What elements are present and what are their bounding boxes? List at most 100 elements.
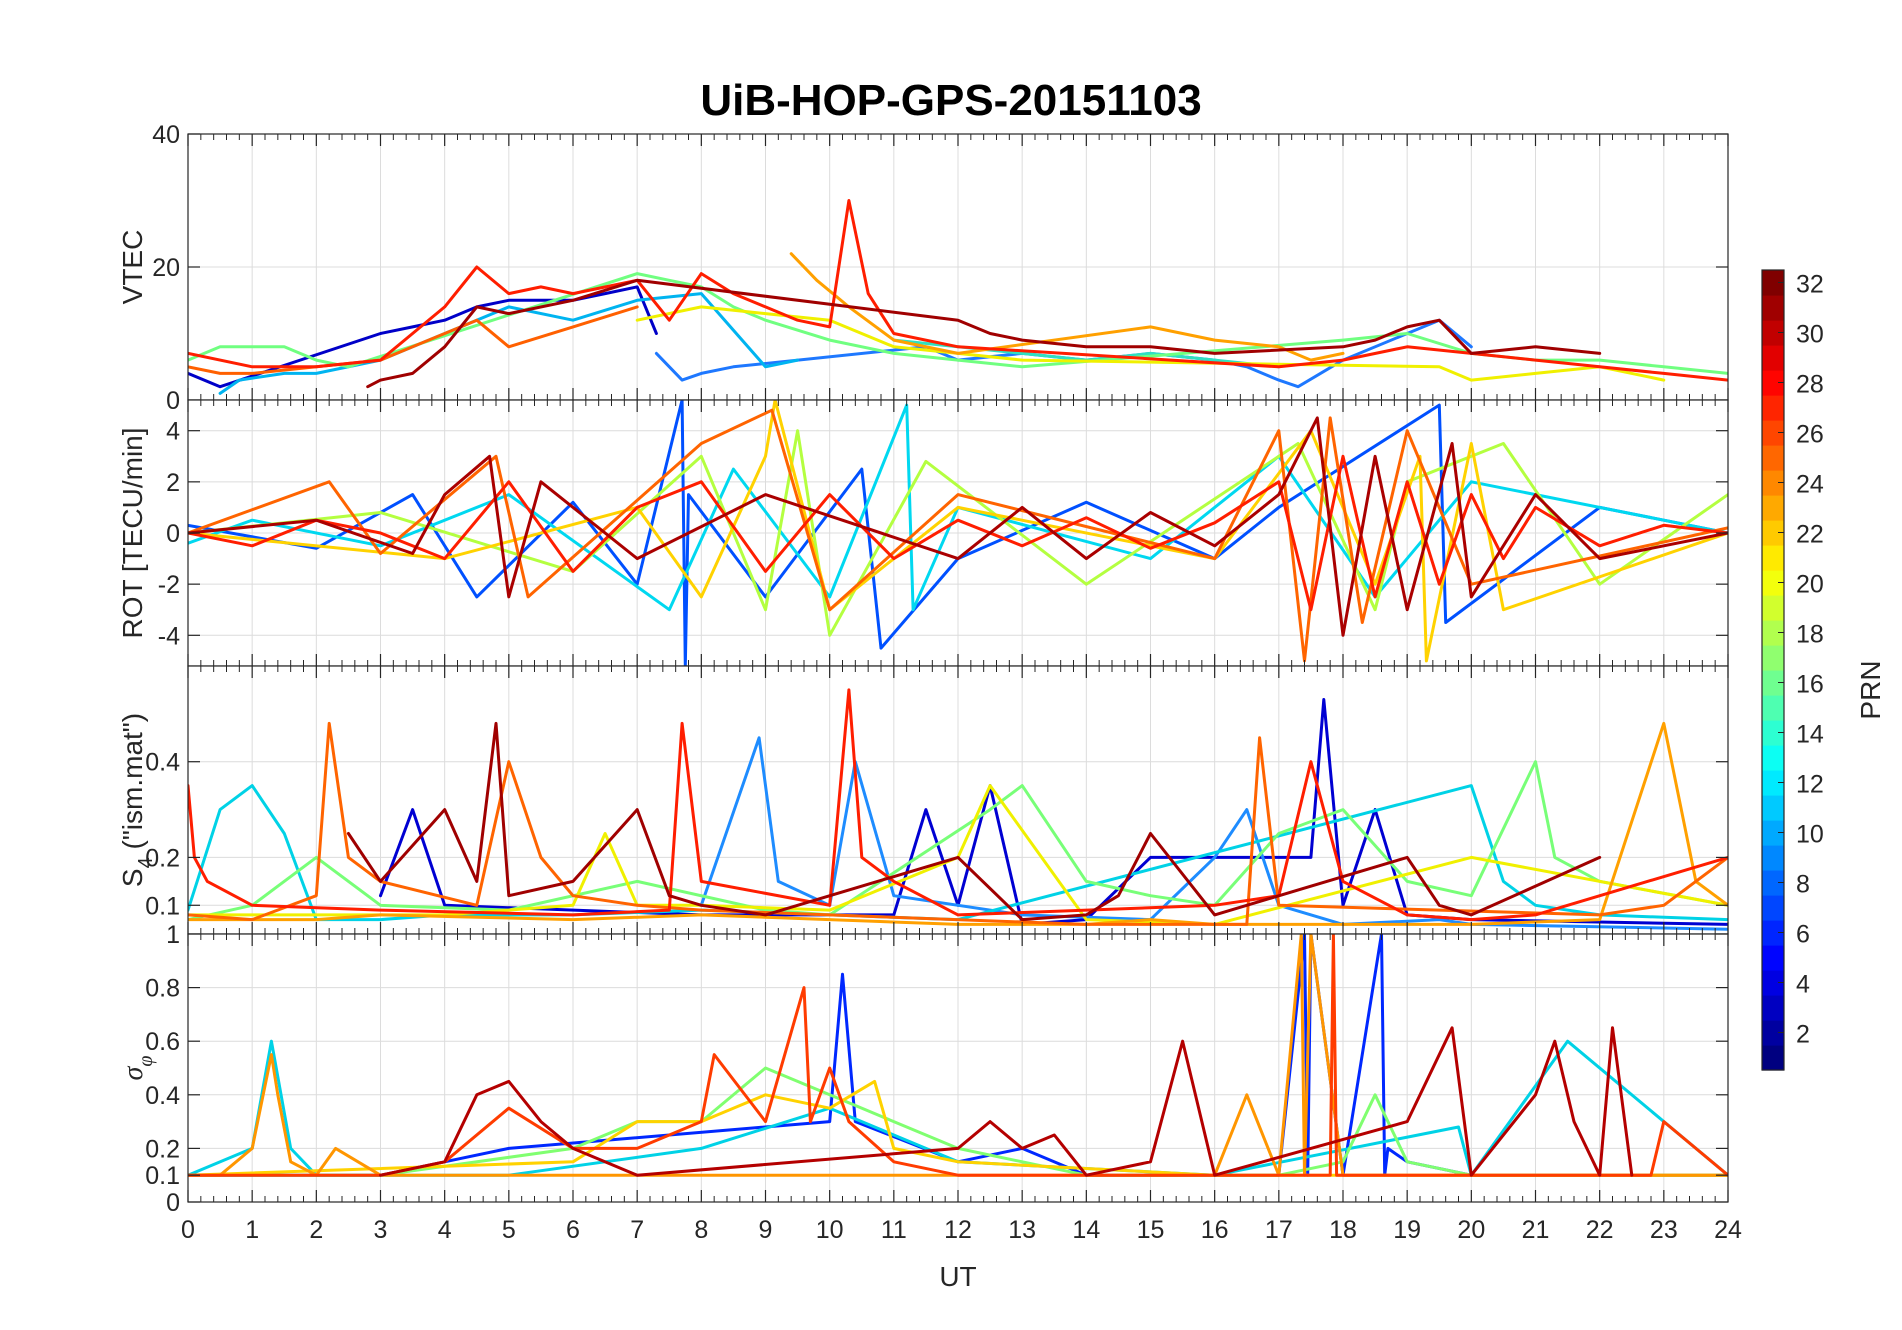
colorbar-segment [1762, 920, 1784, 946]
colorbar-segment [1762, 595, 1784, 621]
x-tick-label: 21 [1522, 1216, 1550, 1244]
series-line-prn-28 [188, 199, 1728, 382]
x-tick-label: 8 [694, 1216, 708, 1244]
colorbar-segment [1762, 620, 1784, 646]
y-axis-label-rest: ("ism.mat") [117, 713, 148, 857]
x-tick-label: 3 [374, 1216, 388, 1244]
colorbar-tick-label: 20 [1796, 571, 1824, 599]
colorbar-segment [1762, 845, 1784, 871]
x-tick-label: 15 [1137, 1216, 1165, 1244]
colorbar-tick-label: 8 [1796, 871, 1810, 899]
x-tick-label: 7 [630, 1216, 644, 1244]
panel-3: 0.10.20.4S4 ("ism.mat") [117, 665, 1729, 935]
y-tick-label: 0.8 [145, 975, 180, 1003]
x-tick-label: 22 [1586, 1216, 1614, 1244]
colorbar-segment [1762, 320, 1784, 346]
y-tick-label: -4 [158, 622, 180, 650]
y-axis-label-main: S [117, 868, 148, 887]
y-axis-label-main: σ [118, 1065, 149, 1080]
colorbar-segment [1762, 420, 1784, 446]
series-line-prn-28 [188, 454, 1728, 612]
colorbar-tick-label: 32 [1796, 271, 1824, 299]
y-axis-label-sub: 4 [135, 857, 157, 868]
colorbar-segment [1762, 870, 1784, 896]
y-tick-label: 0.2 [145, 1135, 180, 1163]
colorbar-tick-label: 28 [1796, 371, 1824, 399]
colorbar-tick-label: 14 [1796, 721, 1824, 749]
colorbar-segment [1762, 770, 1784, 796]
colorbar-segment [1762, 820, 1784, 846]
colorbar-segment [1762, 520, 1784, 546]
series-line-prn-25 [188, 305, 639, 375]
series-group [188, 934, 1728, 1177]
series-line-prn-25 [188, 408, 1728, 663]
x-tick-label: 12 [944, 1216, 972, 1244]
colorbar-segment [1762, 645, 1784, 671]
series-line-prn-28 [188, 688, 1728, 922]
series-line-prn-25 [188, 721, 1728, 926]
colorbar-segment [1762, 670, 1784, 696]
y-tick-label: 4 [166, 418, 180, 446]
y-axis-label: VTEC [117, 230, 148, 305]
colorbar-segment [1762, 270, 1784, 296]
series-line-prn-31 [366, 278, 1602, 389]
series-line-prn-24 [188, 934, 1728, 1177]
colorbar-segment [1762, 945, 1784, 971]
panel-1: 0 20 40 VTEC [117, 121, 1729, 415]
colorbar-tick-label: 16 [1796, 671, 1824, 699]
x-tick-label: 10 [816, 1216, 844, 1244]
chart-title: UiB-HOP-GPS-20151103 [700, 76, 1201, 125]
colorbar-tick-label: 22 [1796, 521, 1824, 549]
colorbar-segment [1762, 445, 1784, 471]
series-line-prn-16 [188, 760, 1728, 922]
y-tick-label: 0 [166, 1189, 180, 1217]
y-axis-label: ROT [TECU/min] [117, 427, 148, 638]
x-tick-label: 18 [1329, 1216, 1357, 1244]
x-tick-label: 1 [245, 1216, 259, 1244]
y-tick-label: 1 [166, 921, 180, 949]
y-tick-label: 20 [152, 254, 180, 282]
x-tick-label: 24 [1714, 1216, 1742, 1244]
x-tick-label: 19 [1393, 1216, 1421, 1244]
colorbar-segment [1762, 720, 1784, 746]
y-tick-label: 0 [166, 387, 180, 415]
x-tick-label: 11 [881, 1216, 907, 1244]
x-tick-label: 17 [1265, 1216, 1293, 1244]
y-tick-label: 0.6 [145, 1028, 180, 1056]
colorbar-segment [1762, 370, 1784, 396]
x-tick-label: 14 [1072, 1216, 1100, 1244]
series-line-prn-20 [635, 305, 1666, 382]
series-line-prn-2 [188, 285, 658, 389]
x-tick-label: 6 [566, 1216, 580, 1244]
colorbar-segment [1762, 395, 1784, 421]
x-tick-label: 20 [1457, 1216, 1485, 1244]
x-tick-label: 9 [759, 1216, 773, 1244]
x-axis-label: UT [939, 1261, 976, 1292]
series-line-prn-31 [188, 416, 1728, 637]
colorbar-tick-label: 6 [1796, 921, 1810, 949]
colorbar-segment [1762, 1045, 1784, 1071]
colorbar-segment [1762, 295, 1784, 321]
colorbar-tick-label: 12 [1796, 771, 1824, 799]
y-tick-label: 40 [152, 121, 180, 149]
series-line-prn-27 [188, 934, 1728, 1177]
series-line-prn-23 [188, 721, 1728, 926]
colorbar-tick-label: 2 [1796, 1021, 1810, 1049]
y-tick-label: 0.2 [145, 844, 180, 872]
colorbar-segment [1762, 995, 1784, 1021]
y-tick-label: 0 [166, 520, 180, 548]
panel-2: -4 -2 0 2 4 ROT [TECU/min] [117, 399, 1729, 667]
colorbar-segment [1762, 545, 1784, 571]
series-line-prn-31 [346, 721, 1602, 922]
colorbar-segment [1762, 895, 1784, 921]
series-group [188, 199, 1728, 395]
y-tick-label: 0.1 [145, 892, 180, 920]
y-axis-label: S4 ("ism.mat") [117, 713, 157, 887]
y-tick-label: 0.4 [145, 1082, 180, 1110]
x-tick-label: 23 [1650, 1216, 1678, 1244]
colorbar-segment [1762, 745, 1784, 771]
series-group [188, 400, 1728, 666]
y-axis-label: σφ [118, 1056, 157, 1081]
